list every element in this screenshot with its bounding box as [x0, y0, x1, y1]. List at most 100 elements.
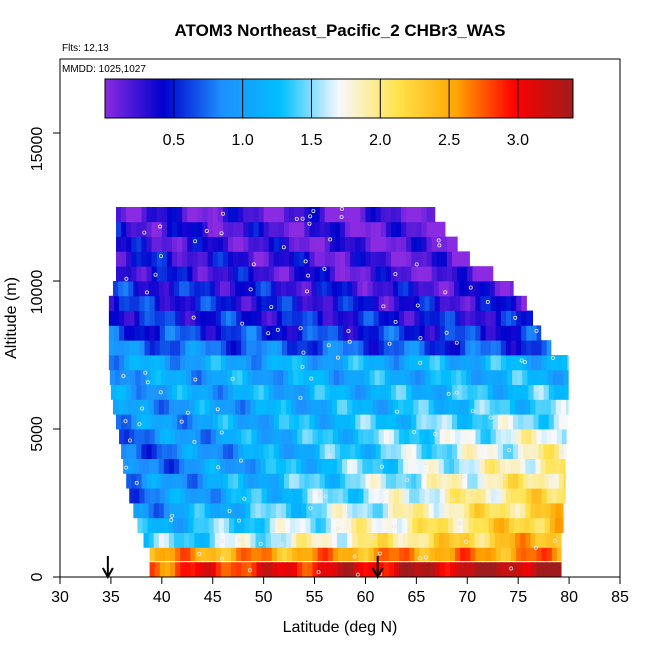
- heatmap-cell: [109, 369, 116, 385]
- heatmap-cell: [383, 295, 390, 311]
- heatmap-cell: [368, 310, 375, 326]
- heatmap-cell: [414, 355, 421, 371]
- heatmap-cell: [396, 443, 402, 459]
- heatmap-cell: [253, 443, 260, 459]
- heatmap-cell: [439, 325, 446, 341]
- heatmap-cell: [258, 473, 265, 489]
- heatmap-cell: [419, 310, 426, 326]
- heatmap-cell: [411, 221, 417, 237]
- heatmap-cell: [363, 325, 370, 341]
- heatmap-cell: [305, 517, 312, 533]
- heatmap-cell: [233, 266, 239, 282]
- heatmap-cell: [467, 384, 473, 400]
- heatmap-cell: [128, 399, 134, 415]
- heatmap-cell: [270, 281, 277, 297]
- heatmap-cell: [429, 355, 436, 371]
- heatmap-cell: [212, 414, 219, 430]
- heatmap-cell: [119, 325, 125, 341]
- x-tick-label: 40: [153, 589, 171, 606]
- heatmap-cell: [168, 532, 175, 548]
- heatmap-cell: [345, 473, 351, 489]
- heatmap-cell: [355, 207, 361, 223]
- heatmap-cell: [302, 340, 309, 356]
- heatmap-cell: [197, 221, 204, 237]
- heatmap-cell: [292, 429, 298, 445]
- heatmap-cell: [546, 488, 553, 504]
- colorbar-tick-label: 3.0: [507, 132, 529, 149]
- heatmap-cell: [409, 325, 415, 341]
- heatmap-cell: [141, 251, 148, 267]
- heatmap-layer: [116, 236, 458, 252]
- heatmap-cell: [324, 266, 331, 282]
- heatmap-cell: [516, 325, 522, 341]
- heatmap-cell: [210, 429, 217, 445]
- heatmap-cell: [347, 399, 353, 415]
- heatmap-cell: [161, 207, 168, 223]
- heatmap-cell: [429, 488, 436, 504]
- heatmap-cell: [343, 429, 349, 445]
- heatmap-cell: [205, 355, 212, 371]
- heatmap-cell: [336, 503, 343, 519]
- colorbar-tick-label: 1.0: [231, 132, 253, 149]
- heatmap-cell: [196, 369, 203, 385]
- heatmap-cell: [243, 443, 249, 459]
- heatmap-cell: [207, 414, 214, 430]
- heatmap-cell: [358, 295, 365, 311]
- heatmap-cell: [465, 310, 471, 326]
- heatmap-cell: [301, 281, 307, 297]
- heatmap-cell: [543, 384, 550, 400]
- sample-marker: [381, 304, 386, 309]
- heatmap-cell: [209, 532, 216, 548]
- heatmap-cell: [449, 488, 456, 504]
- heatmap-layer: [110, 384, 569, 400]
- heatmap-cell: [521, 488, 527, 504]
- heatmap-cell: [178, 517, 184, 533]
- sample-marker: [488, 415, 493, 420]
- heatmap-cell: [186, 369, 192, 385]
- heatmap-cell: [134, 295, 141, 311]
- heatmap-cell: [190, 325, 197, 341]
- heatmap-cell: [531, 429, 538, 445]
- heatmap-cell: [156, 414, 163, 430]
- heatmap-cell: [249, 517, 256, 533]
- heatmap-cell: [535, 532, 542, 548]
- heatmap-cell: [408, 503, 414, 519]
- heatmap-cell: [424, 545, 431, 562]
- heatmap-cell: [486, 369, 493, 385]
- heatmap-cell: [458, 517, 464, 533]
- sample-marker: [266, 331, 271, 336]
- heatmap-cell: [518, 414, 524, 430]
- heatmap-cell: [526, 562, 533, 578]
- sample-marker: [227, 508, 232, 513]
- colorbar-tick-label: 1.5: [300, 132, 322, 149]
- sample-marker: [387, 341, 392, 346]
- heatmap-cell: [405, 369, 411, 385]
- heatmap-cell: [266, 295, 273, 311]
- heatmap-cell: [210, 562, 217, 578]
- heatmap-cell: [212, 207, 219, 223]
- sample-marker: [153, 272, 158, 277]
- heatmap-cell: [390, 251, 397, 267]
- heatmap-cell: [428, 399, 435, 415]
- heatmap-cell: [169, 355, 176, 371]
- heatmap-cell: [375, 443, 382, 459]
- sample-marker: [140, 406, 145, 411]
- heatmap-cell: [334, 443, 341, 459]
- heatmap-cell: [243, 221, 249, 237]
- sample-marker: [275, 327, 280, 332]
- heatmap-cell: [302, 325, 309, 341]
- heatmap-cell: [278, 266, 285, 282]
- heatmap-cell: [460, 325, 466, 341]
- heatmap-cell: [553, 443, 560, 459]
- heatmap-cell: [214, 399, 221, 415]
- heatmap-cell: [459, 503, 465, 519]
- heatmap-cell: [355, 384, 361, 400]
- heatmap-cell: [233, 384, 239, 400]
- heatmap-cell: [211, 369, 218, 385]
- sample-marker: [507, 448, 512, 453]
- heatmap-cell: [332, 562, 339, 578]
- heatmap-cell: [156, 251, 163, 267]
- heatmap-cell: [419, 545, 426, 562]
- heatmap-cell: [253, 266, 260, 282]
- sample-marker: [472, 444, 477, 449]
